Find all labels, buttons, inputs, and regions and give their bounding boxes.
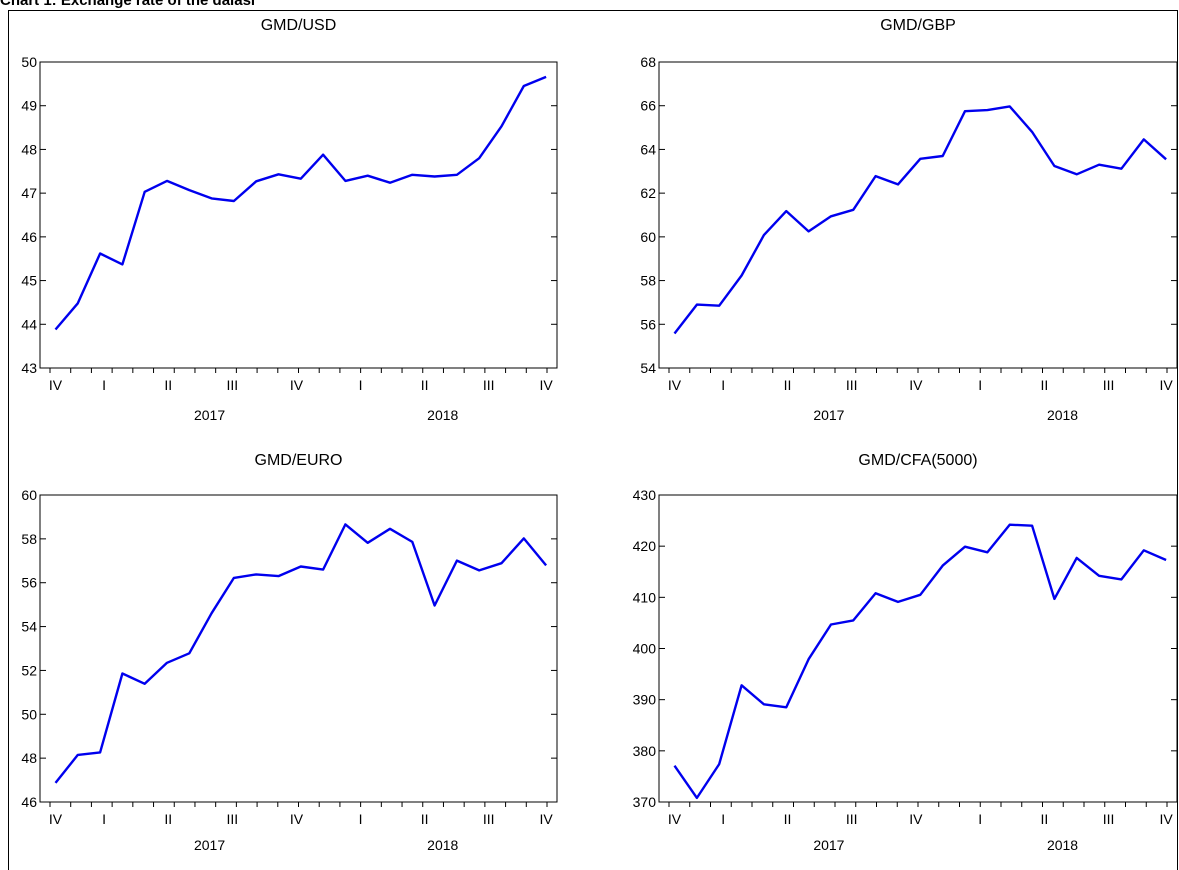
x-tick-label: IV xyxy=(290,811,304,827)
x-tick-label: IV xyxy=(668,377,682,393)
y-tick-label: 66 xyxy=(640,98,656,114)
chart-title: GMD/USD xyxy=(261,17,337,34)
y-tick-label: 56 xyxy=(21,575,37,591)
x-year-label: 2017 xyxy=(194,837,225,853)
figure-frame xyxy=(8,10,1178,870)
x-tick-label: II xyxy=(421,811,429,827)
plot-frame xyxy=(658,61,1178,369)
x-tick-label: I xyxy=(102,811,106,827)
x-tick-label: II xyxy=(1041,377,1049,393)
x-tick-label: III xyxy=(846,811,858,827)
y-tick-label: 370 xyxy=(633,794,657,810)
y-tick-label: 52 xyxy=(21,662,37,678)
x-tick-label: II xyxy=(784,811,792,827)
y-tick-label: 390 xyxy=(633,692,657,708)
page-title: Chart 1: Exchange rate of the dalasi xyxy=(0,0,256,9)
x-tick-label: II xyxy=(421,377,429,393)
x-tick-label: IV xyxy=(909,377,923,393)
x-year-label: 2017 xyxy=(194,407,225,423)
y-tick-label: 64 xyxy=(640,141,656,157)
y-tick-label: 50 xyxy=(21,54,37,70)
x-tick-label: IV xyxy=(668,811,682,827)
plot-frame xyxy=(39,61,558,369)
y-tick-label: 68 xyxy=(640,54,656,70)
y-tick-label: 48 xyxy=(21,750,37,766)
x-tick-label: I xyxy=(978,377,982,393)
x-tick-label: II xyxy=(1041,811,1049,827)
y-tick-label: 43 xyxy=(21,360,37,376)
x-tick-label: III xyxy=(483,811,495,827)
y-tick-label: 46 xyxy=(21,229,37,245)
y-tick-label: 45 xyxy=(21,273,37,289)
plot-frame xyxy=(658,494,1178,803)
y-tick-label: 58 xyxy=(640,273,656,289)
x-tick-label: I xyxy=(359,377,363,393)
x-tick-label: IV xyxy=(290,377,304,393)
x-tick-label: II xyxy=(164,811,172,827)
series-line xyxy=(673,105,1167,335)
x-tick-label: II xyxy=(784,377,792,393)
x-tick-label: III xyxy=(226,377,238,393)
x-year-label: 2017 xyxy=(813,837,844,853)
chart-title: GMD/EURO xyxy=(255,452,343,469)
y-tick-label: 380 xyxy=(633,743,657,759)
x-tick-label: III xyxy=(483,377,495,393)
x-tick-label: IV xyxy=(1160,377,1174,393)
x-tick-label: I xyxy=(721,377,725,393)
x-tick-label: I xyxy=(978,811,982,827)
y-tick-label: 54 xyxy=(21,619,37,635)
y-tick-label: 46 xyxy=(21,794,37,810)
x-tick-label: IV xyxy=(49,811,63,827)
x-year-label: 2018 xyxy=(427,407,458,423)
y-tick-label: 430 xyxy=(633,487,657,503)
y-tick-label: 62 xyxy=(640,185,656,201)
x-tick-label: IV xyxy=(49,377,63,393)
plot-frame xyxy=(39,494,558,803)
series-line xyxy=(54,75,547,331)
x-tick-label: II xyxy=(164,377,172,393)
x-year-label: 2018 xyxy=(1047,407,1078,423)
x-tick-label: IV xyxy=(1160,811,1174,827)
chart-title: GMD/GBP xyxy=(880,17,956,34)
y-tick-label: 410 xyxy=(633,589,657,605)
chart-title: GMD/CFA(5000) xyxy=(858,452,977,469)
x-tick-label: III xyxy=(1103,811,1115,827)
x-tick-label: IV xyxy=(540,377,554,393)
y-tick-label: 56 xyxy=(640,316,656,332)
y-tick-label: 400 xyxy=(633,641,657,657)
series-line xyxy=(673,523,1167,800)
y-tick-label: 58 xyxy=(21,531,37,547)
y-tick-label: 49 xyxy=(21,98,37,114)
y-tick-label: 420 xyxy=(633,538,657,554)
x-year-label: 2018 xyxy=(1047,837,1078,853)
y-tick-label: 54 xyxy=(640,360,656,376)
x-tick-label: IV xyxy=(909,811,923,827)
x-tick-label: IV xyxy=(540,811,554,827)
x-tick-label: I xyxy=(102,377,106,393)
x-tick-label: I xyxy=(721,811,725,827)
y-tick-label: 47 xyxy=(21,185,37,201)
y-tick-label: 44 xyxy=(21,316,37,332)
x-tick-label: III xyxy=(1103,377,1115,393)
x-tick-label: III xyxy=(846,377,858,393)
x-tick-label: III xyxy=(226,811,238,827)
y-tick-label: 50 xyxy=(21,706,37,722)
y-tick-label: 60 xyxy=(21,487,37,503)
series-line xyxy=(54,523,548,784)
x-year-label: 2017 xyxy=(813,407,844,423)
y-tick-label: 48 xyxy=(21,141,37,157)
x-year-label: 2018 xyxy=(427,837,458,853)
x-tick-label: I xyxy=(359,811,363,827)
y-tick-label: 60 xyxy=(640,229,656,245)
